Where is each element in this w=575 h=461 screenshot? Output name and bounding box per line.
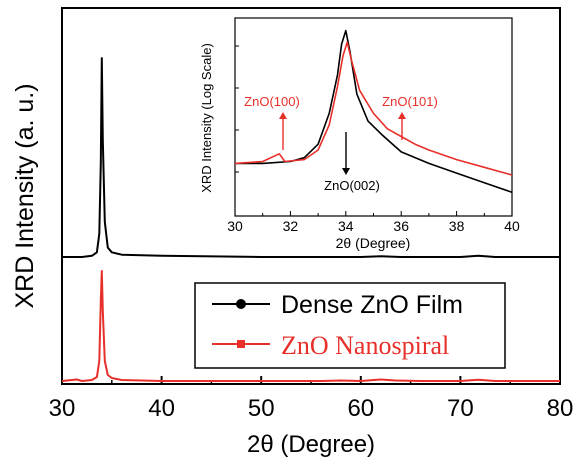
legend-label-dense: Dense ZnO Film — [281, 291, 463, 319]
main-x-tick-label: 40 — [148, 395, 175, 422]
legend-marker-nanospiral — [237, 340, 245, 348]
inset-y-axis-label: XRD Intensity (Log Scale) — [199, 43, 214, 193]
main-x-tick-label: 50 — [248, 395, 275, 422]
legend-label-nanospiral: ZnO Nanospiral — [281, 331, 449, 360]
main-x-axis-label: 2θ (Degree) — [247, 431, 375, 458]
annotation-arrowhead — [279, 112, 287, 119]
inset-x-tick-label: 30 — [227, 218, 243, 234]
inset-series-group — [234, 29, 513, 194]
main-y-axis-label: XRD Intensity (a. u.) — [11, 83, 39, 308]
annotation-label: ZnO(002) — [324, 178, 380, 193]
inset-annotations: ZnO(100) ZnO(101) ZnO(002) — [244, 94, 438, 193]
main-series-line — [62, 57, 560, 258]
inset-x-tick-label: 40 — [504, 218, 520, 234]
inset-series-line — [234, 41, 513, 176]
inset-series-line — [235, 29, 513, 194]
inset-x-axis-label: 2θ (Degree) — [336, 235, 411, 251]
inset-x-ticks: 30 32 34 36 38 40 — [227, 45, 520, 234]
annotation-arrowhead — [342, 168, 350, 175]
legend-box — [194, 282, 506, 369]
inset-x-tick-label: 32 — [283, 218, 299, 234]
annotation-arrowhead — [398, 112, 406, 119]
inset-x-tick-label: 34 — [338, 218, 354, 234]
inset-x-tick-label: 38 — [449, 218, 465, 234]
main-series-group — [61, 57, 560, 382]
main-x-tick-label: 30 — [49, 395, 76, 422]
inset-x-tick-label: 36 — [393, 218, 409, 234]
annotation-label: ZnO(101) — [382, 94, 438, 109]
annotation-label: ZnO(100) — [244, 94, 300, 109]
main-series-line — [61, 270, 560, 382]
main-x-tick-label: 80 — [547, 395, 574, 422]
main-x-tick-label: 70 — [447, 395, 474, 422]
main-x-ticks: 30 40 50 60 70 80 — [49, 376, 574, 422]
legend-marker-dense — [236, 299, 246, 309]
main-x-tick-label: 60 — [347, 395, 374, 422]
